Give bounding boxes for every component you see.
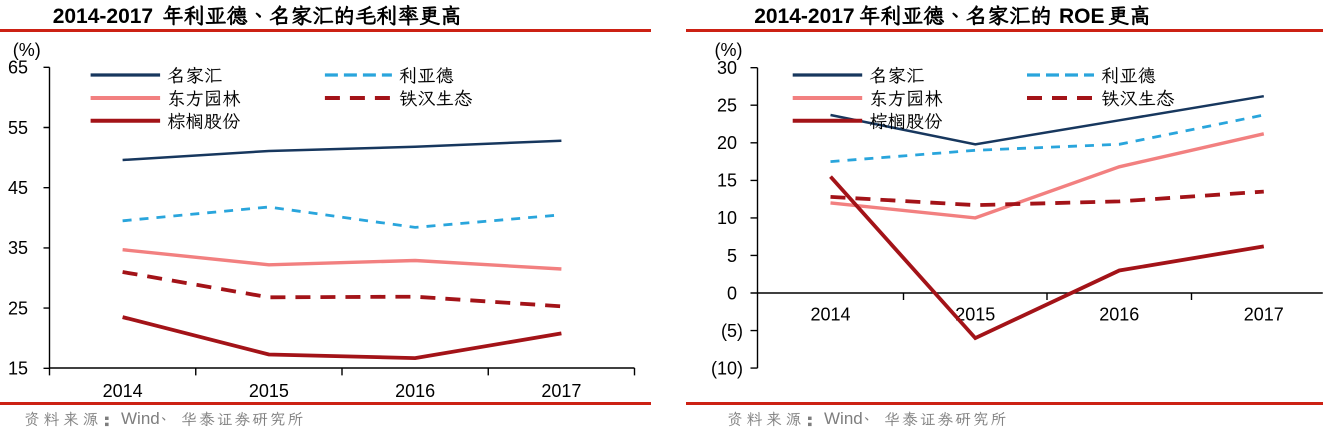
svg-text:0: 0 — [727, 283, 737, 303]
svg-text:30: 30 — [717, 58, 737, 78]
svg-text:2014: 2014 — [810, 305, 850, 325]
svg-text:2016: 2016 — [395, 381, 435, 401]
svg-text:2015: 2015 — [955, 305, 995, 325]
svg-text:25: 25 — [8, 298, 28, 318]
svg-text:Wind: Wind — [824, 409, 863, 428]
svg-text:45: 45 — [8, 178, 28, 198]
svg-text:2017: 2017 — [1244, 305, 1284, 325]
svg-text:2014-2017: 2014-2017 — [754, 5, 854, 28]
svg-text:(5): (5) — [721, 321, 743, 341]
svg-text:Wind: Wind — [121, 409, 160, 428]
svg-text:35: 35 — [8, 238, 28, 258]
svg-text:(10): (10) — [711, 358, 743, 378]
svg-text:2015: 2015 — [249, 381, 289, 401]
svg-text:20: 20 — [717, 133, 737, 153]
svg-text:2017: 2017 — [541, 381, 581, 401]
svg-text:2014: 2014 — [103, 381, 143, 401]
svg-text:(%): (%) — [13, 40, 41, 60]
svg-text:(%): (%) — [715, 40, 743, 60]
svg-text:15: 15 — [8, 359, 28, 379]
svg-text:15: 15 — [717, 171, 737, 191]
svg-text:ROE: ROE — [1059, 5, 1105, 28]
svg-text:25: 25 — [717, 96, 737, 116]
svg-text:5: 5 — [727, 246, 737, 266]
svg-text:55: 55 — [8, 118, 28, 138]
svg-text:10: 10 — [717, 208, 737, 228]
svg-text:2016: 2016 — [1099, 305, 1139, 325]
svg-text:2014-2017: 2014-2017 — [53, 5, 153, 28]
svg-text:65: 65 — [8, 58, 28, 78]
